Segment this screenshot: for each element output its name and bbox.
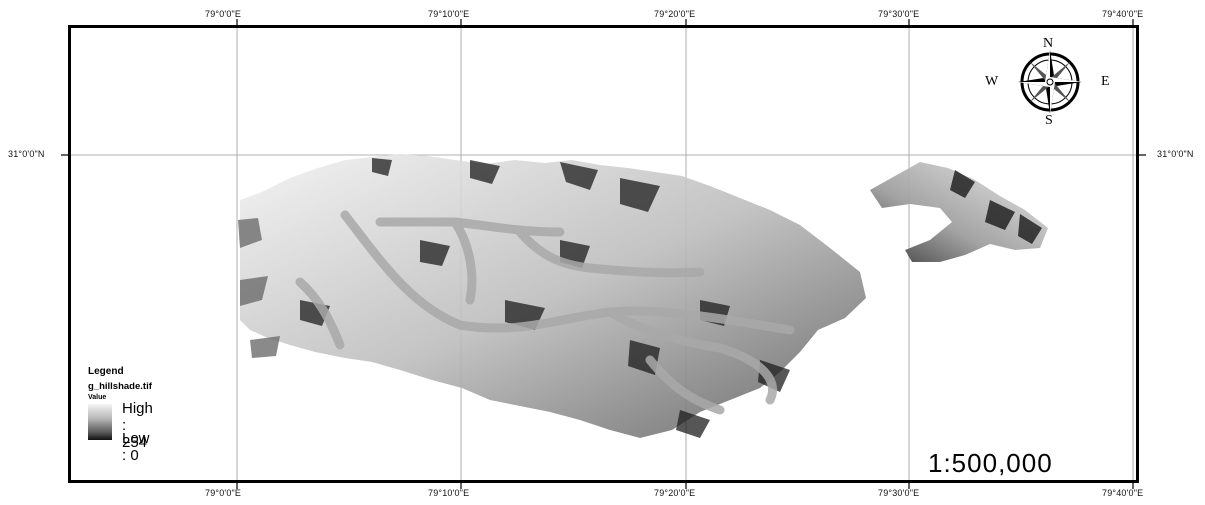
legend-layer-name: g_hillshade.tif: [88, 381, 152, 392]
lon-label-bottom-79-10: 79°10'0"E: [428, 488, 470, 498]
hillshade-raster: [238, 154, 1048, 438]
compass-west: W: [985, 74, 999, 89]
lon-label-bottom-79-40: 79°40'0"E: [1102, 488, 1144, 498]
terrain-east: [870, 162, 1048, 262]
lon-label-bottom-79-30: 79°30'0"E: [878, 488, 920, 498]
legend-low-label: Low : 0: [122, 430, 150, 464]
lon-label-top-79-00: 79°0'0"E: [205, 9, 242, 19]
lon-label-bottom-79-20: 79°20'0"E: [654, 488, 696, 498]
legend-high-label: High : 254: [122, 400, 153, 451]
lat-label-left: 31°0'0"N: [8, 149, 45, 159]
terrain-west-fragments: [238, 218, 280, 358]
compass-rose-icon: [1018, 50, 1082, 114]
legend-field-name: Value: [88, 394, 107, 401]
lat-label-right: 31°0'0"N: [1157, 149, 1194, 159]
compass: N S W E: [985, 36, 1115, 130]
compass-east: E: [1101, 74, 1110, 89]
glacier-channels: [295, 210, 795, 415]
frame-ticks: [61, 19, 1146, 489]
lon-label-bottom-79-00: 79°0'0"E: [205, 488, 242, 498]
terrain-east-shadows: [950, 170, 1042, 244]
legend-color-ramp: [88, 404, 112, 440]
legend-title: Legend: [88, 366, 124, 377]
lon-label-top-79-20: 79°20'0"E: [654, 9, 696, 19]
lon-label-top-79-40: 79°40'0"E: [1102, 9, 1144, 19]
lon-label-top-79-10: 79°10'0"E: [428, 9, 470, 19]
compass-north: N: [1043, 36, 1054, 51]
lon-label-top-79-30: 79°30'0"E: [878, 9, 920, 19]
compass-south: S: [1045, 113, 1053, 128]
scale-text: 1:500,000: [928, 448, 1053, 478]
